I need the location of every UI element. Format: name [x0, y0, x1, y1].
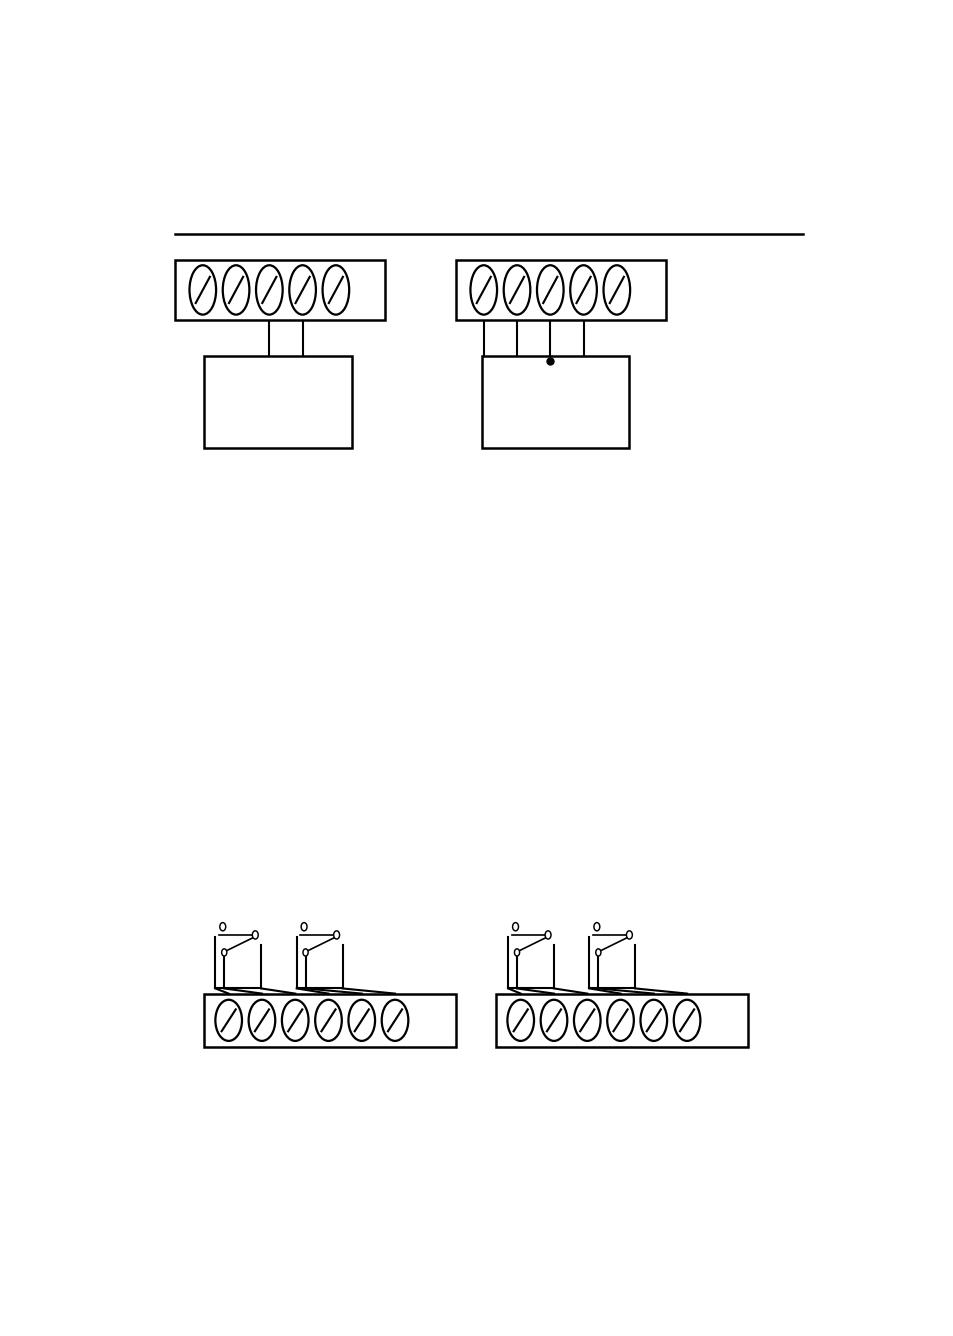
Ellipse shape: [334, 931, 339, 939]
Ellipse shape: [603, 266, 630, 315]
Bar: [174, 261, 385, 319]
Ellipse shape: [503, 266, 530, 315]
Ellipse shape: [289, 266, 315, 315]
Ellipse shape: [594, 923, 599, 931]
Ellipse shape: [639, 999, 666, 1041]
Bar: [204, 994, 456, 1047]
Ellipse shape: [322, 266, 349, 315]
Ellipse shape: [221, 949, 227, 957]
Ellipse shape: [626, 931, 632, 939]
Ellipse shape: [574, 999, 600, 1041]
Ellipse shape: [540, 999, 567, 1041]
Ellipse shape: [222, 266, 249, 315]
Ellipse shape: [512, 923, 518, 931]
Bar: [204, 355, 352, 449]
Ellipse shape: [252, 931, 258, 939]
Ellipse shape: [255, 266, 282, 315]
Ellipse shape: [219, 923, 226, 931]
Ellipse shape: [348, 999, 375, 1041]
Ellipse shape: [514, 949, 519, 957]
Ellipse shape: [537, 266, 563, 315]
Ellipse shape: [215, 999, 242, 1041]
Ellipse shape: [314, 999, 341, 1041]
Ellipse shape: [606, 999, 633, 1041]
Ellipse shape: [544, 931, 551, 939]
Ellipse shape: [507, 999, 534, 1041]
Bar: [456, 261, 665, 319]
Ellipse shape: [673, 999, 700, 1041]
Ellipse shape: [470, 266, 497, 315]
Ellipse shape: [190, 266, 216, 315]
Ellipse shape: [303, 949, 308, 957]
Ellipse shape: [570, 266, 597, 315]
Ellipse shape: [381, 999, 408, 1041]
Bar: [496, 994, 747, 1047]
Ellipse shape: [301, 923, 307, 931]
Bar: [481, 355, 629, 449]
Ellipse shape: [595, 949, 600, 957]
Ellipse shape: [249, 999, 275, 1041]
Ellipse shape: [282, 999, 308, 1041]
